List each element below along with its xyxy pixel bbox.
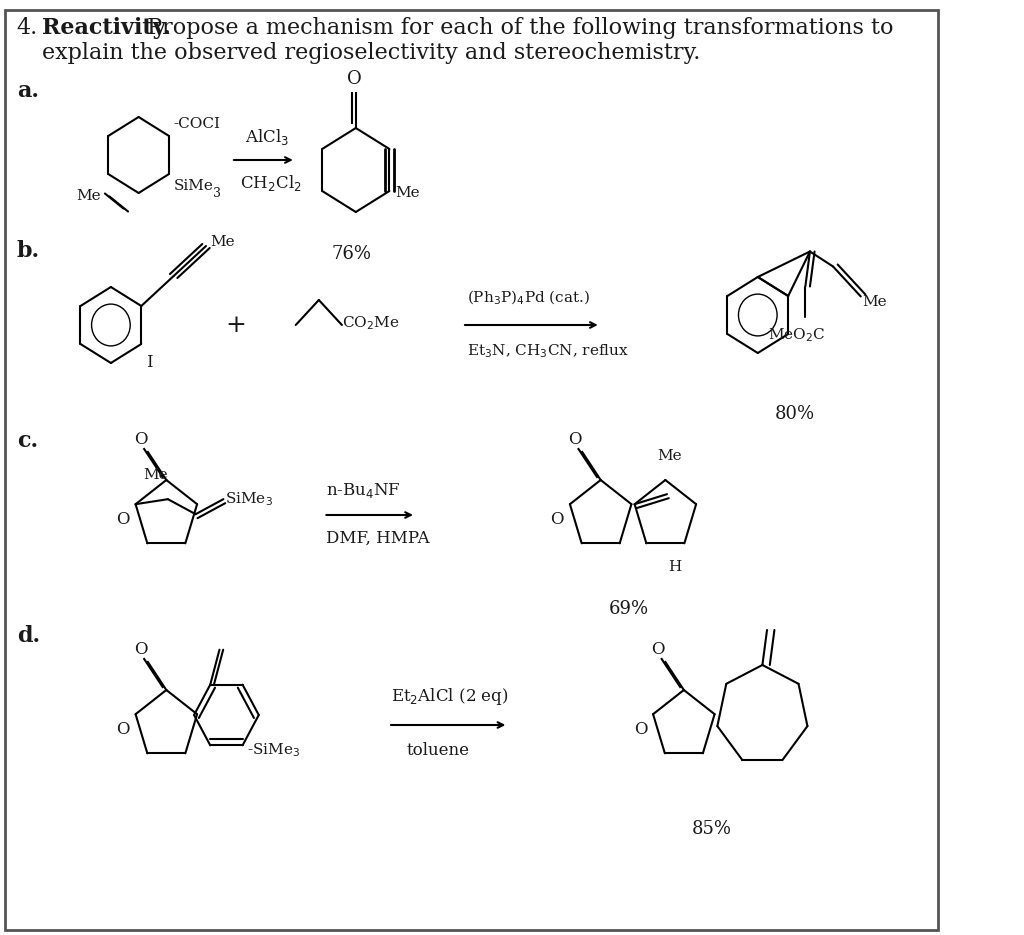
Text: O: O	[346, 70, 361, 88]
Text: O: O	[134, 431, 147, 448]
Text: CH$_2$Cl$_2$: CH$_2$Cl$_2$	[241, 173, 302, 193]
Text: a.: a.	[16, 80, 39, 102]
Text: CO$_2$Me: CO$_2$Me	[342, 314, 399, 332]
Text: SiMe$_3$: SiMe$_3$	[225, 490, 273, 508]
Text: (Ph$_3$P)$_4$Pd (cat.): (Ph$_3$P)$_4$Pd (cat.)	[467, 289, 590, 307]
Text: -COCI: -COCI	[174, 117, 220, 131]
Text: MeO$_2$C: MeO$_2$C	[768, 326, 825, 344]
Text: Me: Me	[862, 295, 887, 309]
Text: -SiMe$_3$: -SiMe$_3$	[247, 741, 300, 759]
Text: O: O	[551, 511, 564, 528]
Text: Et$_2$AlCl (2 eq): Et$_2$AlCl (2 eq)	[391, 686, 508, 707]
Text: O: O	[568, 431, 582, 448]
Text: O: O	[651, 641, 665, 658]
Text: +: +	[225, 313, 246, 337]
Text: SiMe: SiMe	[174, 179, 214, 193]
Text: b.: b.	[16, 240, 40, 262]
Text: O: O	[116, 511, 130, 528]
Text: DMF, HMPA: DMF, HMPA	[327, 530, 430, 547]
Text: 3: 3	[213, 187, 221, 200]
Text: O: O	[116, 722, 130, 739]
Text: H: H	[668, 560, 681, 574]
Text: c.: c.	[16, 430, 38, 452]
Text: Propose a mechanism for each of the following transformations to: Propose a mechanism for each of the foll…	[140, 17, 894, 39]
Text: Et$_3$N, CH$_3$CN, reflux: Et$_3$N, CH$_3$CN, reflux	[467, 342, 629, 360]
Text: n-Bu$_4$NF: n-Bu$_4$NF	[327, 481, 401, 500]
Text: 80%: 80%	[775, 405, 815, 423]
Text: 85%: 85%	[691, 820, 731, 838]
Text: explain the observed regioselectivity and stereochemistry.: explain the observed regioselectivity an…	[42, 42, 700, 64]
Text: 4.: 4.	[16, 17, 38, 39]
Text: Me: Me	[211, 235, 236, 249]
Text: Me: Me	[76, 189, 100, 203]
Text: 69%: 69%	[608, 600, 648, 618]
Text: O: O	[134, 641, 147, 658]
Text: d.: d.	[16, 625, 40, 647]
Text: I: I	[146, 354, 153, 371]
Text: Reactivity.: Reactivity.	[42, 17, 170, 39]
Text: Me: Me	[395, 186, 420, 200]
Text: Me: Me	[143, 468, 168, 482]
Text: toluene: toluene	[407, 742, 470, 759]
Text: AlCl$_3$: AlCl$_3$	[245, 127, 289, 147]
Text: 76%: 76%	[331, 245, 371, 263]
Text: Me: Me	[657, 449, 682, 463]
Text: O: O	[634, 722, 647, 739]
